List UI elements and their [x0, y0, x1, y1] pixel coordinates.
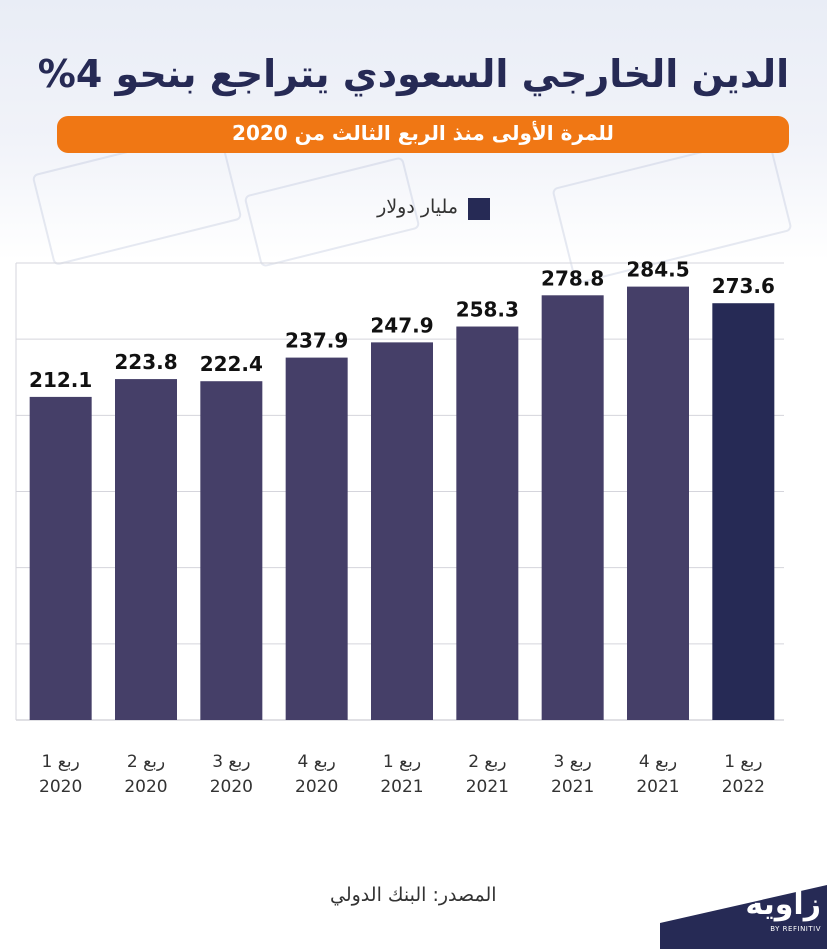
legend-swatch — [468, 198, 490, 220]
source-note: المصدر: البنك الدولي — [330, 884, 497, 906]
value-label: 223.8 — [114, 350, 177, 374]
value-label: 258.3 — [456, 298, 519, 322]
bar — [371, 342, 433, 720]
logo-word: زاوية — [745, 887, 821, 922]
x-tick-labels: ربع 1 2020 ربع 2 2020 ربع 3 2020 ربع 4 2020 ربع … — [39, 752, 765, 797]
value-label: 278.8 — [541, 266, 604, 290]
x-tick-label-year: 2021 — [636, 777, 679, 797]
logo-shape — [660, 885, 827, 949]
bar — [285, 357, 348, 720]
value-labels: 212.1 223.8 222.4 237.9 247.9 258.3 278.8 284.5… — [29, 258, 775, 392]
x-tick-label-quarter: ربع 2 — [468, 752, 506, 772]
value-label: 237.9 — [285, 329, 348, 353]
bars — [29, 286, 775, 720]
bar — [200, 381, 263, 720]
zawya-logo: زاوية BY REFINITIV — [660, 885, 827, 949]
chart-title: الدين الخارجي السعودي يتراجع بنحو 4% — [37, 52, 790, 96]
bar — [712, 303, 775, 720]
value-label: 212.1 — [29, 368, 92, 392]
value-label: 273.6 — [712, 274, 775, 298]
bar — [541, 295, 604, 720]
bar-chart: 212.1 223.8 222.4 237.9 247.9 258.3 278.8 284.5… — [15, 258, 784, 797]
x-tick-label-quarter: ربع 3 — [212, 752, 250, 772]
chart-subtitle: للمرة الأولى منذ الربع الثالث من 2020 — [232, 121, 614, 145]
x-tick-label-year: 2020 — [295, 777, 338, 797]
value-label: 222.4 — [200, 352, 263, 376]
x-tick-label-year: 2021 — [380, 777, 423, 797]
value-label: 247.9 — [370, 313, 433, 337]
logo-sub: BY REFINITIV — [770, 925, 821, 933]
x-tick-label-quarter: ربع 1 — [383, 752, 421, 772]
legend-label: مليار دولار — [377, 196, 458, 218]
x-tick-label-year: 2021 — [466, 777, 509, 797]
bar — [115, 379, 177, 720]
x-tick-label-quarter: ربع 4 — [298, 752, 336, 772]
x-tick-label-quarter: ربع 1 — [42, 752, 80, 772]
x-tick-label-quarter: ربع 2 — [127, 752, 165, 772]
x-tick-label-year: 2022 — [722, 777, 765, 797]
x-tick-label-quarter: ربع 4 — [639, 752, 677, 772]
legend: مليار دولار — [340, 196, 490, 222]
x-tick-label-quarter: ربع 1 — [724, 752, 762, 772]
bar — [627, 286, 689, 720]
bar — [29, 396, 92, 720]
subtitle-banner: للمرة الأولى منذ الربع الثالث من 2020 — [57, 116, 789, 153]
x-tick-label-year: 2020 — [210, 777, 253, 797]
value-label: 284.5 — [626, 258, 689, 282]
x-tick-label-year: 2021 — [551, 777, 594, 797]
bar — [456, 326, 519, 720]
x-tick-label-year: 2020 — [39, 777, 82, 797]
x-tick-label-quarter: ربع 3 — [554, 752, 592, 772]
x-tick-label-year: 2020 — [124, 777, 167, 797]
